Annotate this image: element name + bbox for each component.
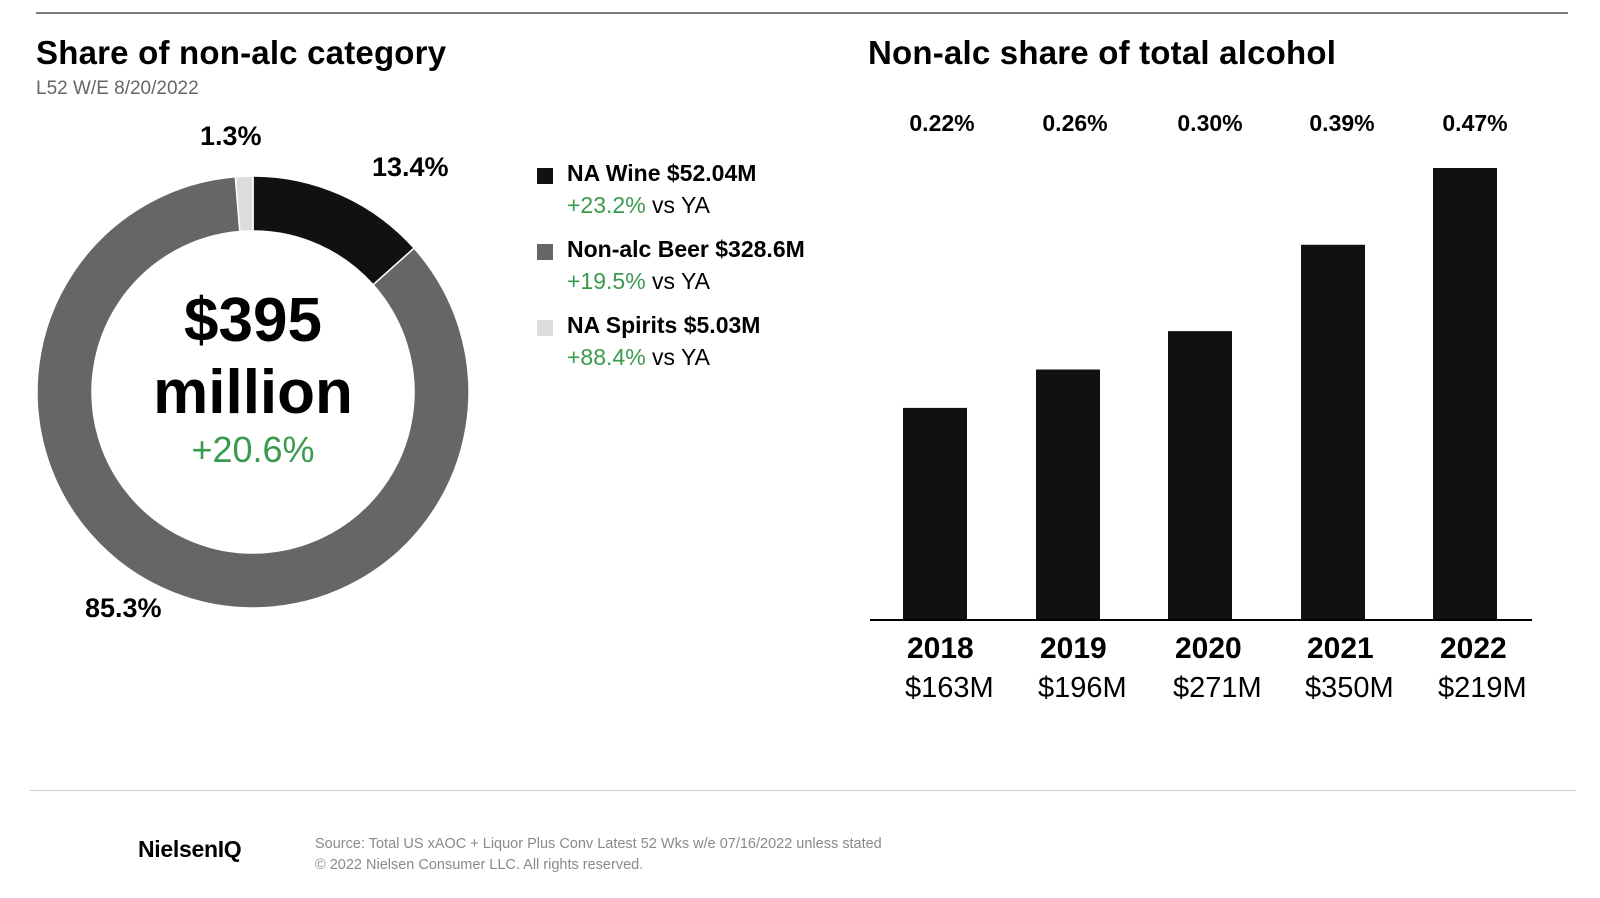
legend-swatch <box>537 168 553 184</box>
bar-year-label-2021: 2021 <box>1307 632 1374 665</box>
copyright-line: © 2022 Nielsen Consumer LLC. All rights … <box>315 857 644 873</box>
bar-2021 <box>1301 244 1365 619</box>
donut-center-unit: million <box>153 358 353 427</box>
legend-label: Non-alc Beer $328.6M <box>567 236 805 262</box>
bar-year-label-2022: 2022 <box>1440 632 1507 665</box>
slice-label-na-spirits: 1.3% <box>200 121 262 151</box>
bar-chart-title: Non-alc share of total alcohol <box>868 34 1337 71</box>
nielseniq-logo: NielsenIQ <box>138 836 242 862</box>
bar-value-label-2021: $350M <box>1305 672 1394 704</box>
bar-2022 <box>1433 168 1497 619</box>
bar-2018 <box>903 407 967 619</box>
donut-center: $395 million +20.6% <box>128 290 378 480</box>
legend-label: NA Wine $52.04M <box>567 160 757 186</box>
bar-share-label-2021: 0.39% <box>1309 110 1375 136</box>
donut-chart <box>36 175 470 609</box>
legend-swatch <box>537 244 553 260</box>
slice-label-na-wine: 13.4% <box>372 152 449 182</box>
bar-chart <box>870 168 1532 621</box>
bar-2019 <box>1036 369 1100 619</box>
donut-slice-na-wine <box>252 175 416 286</box>
donut-chart-subtitle: L52 W/E 8/20/2022 <box>36 78 199 99</box>
donut-center-value: $395 <box>184 286 322 355</box>
bar-value-label-2019: $196M <box>1038 672 1127 704</box>
legend-label: NA Spirits $5.03M <box>567 312 761 338</box>
bar-year-label-2018: 2018 <box>907 632 974 665</box>
slice-label-non-alc-beer: 85.3% <box>85 593 162 623</box>
bar-value-label-2020: $271M <box>1173 672 1262 704</box>
bar-share-label-2022: 0.47% <box>1442 110 1508 136</box>
donut-center-change: +20.6% <box>191 429 315 470</box>
bar-2020 <box>1168 331 1232 619</box>
source-note: Source: Total US xAOC + Liquor Plus Conv… <box>315 834 882 876</box>
bar-value-label-2022: $219M <box>1438 672 1527 704</box>
footer-rule <box>30 790 1576 791</box>
bar-share-label-2019: 0.26% <box>1042 110 1108 136</box>
bar-year-label-2020: 2020 <box>1175 632 1242 665</box>
donut-slice-non-alc-beer <box>36 175 470 609</box>
top-rule <box>36 12 1568 14</box>
source-line: Source: Total US xAOC + Liquor Plus Conv… <box>315 836 882 852</box>
bar-share-label-2018: 0.22% <box>909 110 975 136</box>
donut-chart-title: Share of non-alc category <box>36 34 447 71</box>
bar-year-label-2019: 2019 <box>1040 632 1107 665</box>
bar-value-label-2018: $163M <box>905 672 994 704</box>
legend-change: +88.4% vs YA <box>567 344 710 370</box>
bar-share-label-2020: 0.30% <box>1177 110 1243 136</box>
donut-slice-na-spirits <box>234 175 254 233</box>
legend-change: +23.2% vs YA <box>567 192 710 218</box>
legend-swatch <box>537 320 553 336</box>
legend-change: +19.5% vs YA <box>567 268 710 294</box>
